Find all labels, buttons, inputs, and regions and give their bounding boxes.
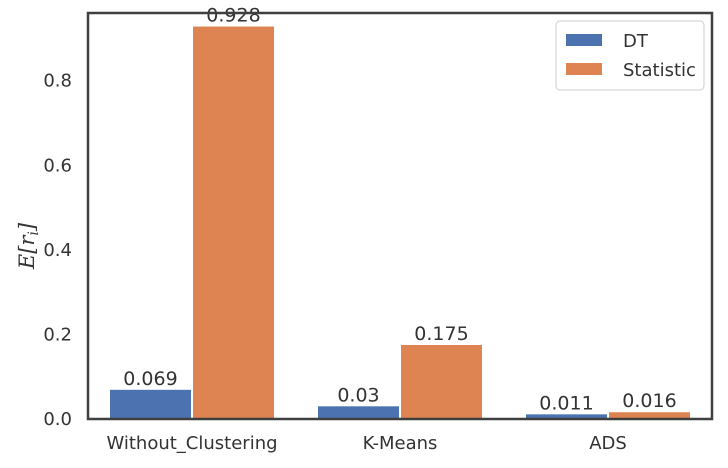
bar-value-label: 0.175 xyxy=(414,323,468,345)
x-tick-label: K-Means xyxy=(363,433,438,454)
y-tick-label: 0.8 xyxy=(43,71,72,92)
bar-dt-k-means xyxy=(318,406,399,419)
y-tick-label: 0.6 xyxy=(43,155,72,176)
x-tick-label: ADS xyxy=(589,433,627,454)
legend-label-statistic: Statistic xyxy=(623,60,696,81)
bar-statistic-ads xyxy=(609,412,690,419)
legend-label-dt: DT xyxy=(623,31,649,52)
plot-frame xyxy=(86,11,714,421)
bar-statistic-without_clustering xyxy=(193,26,274,420)
bar-statistic-k-means xyxy=(401,344,482,419)
y-tick-label: 0.4 xyxy=(43,240,72,261)
bar-dt-without_clustering xyxy=(110,389,191,419)
bar-value-label: 0.928 xyxy=(206,5,260,27)
bar-value-label: 0.03 xyxy=(337,384,379,406)
bar-value-label: 0.016 xyxy=(622,390,676,412)
legend-swatch-dt xyxy=(566,34,602,46)
y-axis-title: E[ri] xyxy=(15,222,42,270)
y-tick-label: 0.2 xyxy=(43,324,72,345)
x-tick-label: Without_Clustering xyxy=(106,433,277,454)
data-labels-group: 0.069 0.928 0.03 0.175 0.011 0.016 xyxy=(123,5,676,415)
x-axis-tick-labels: Without_Clustering K-Means ADS xyxy=(106,433,626,454)
legend: DT Statistic xyxy=(555,20,705,91)
bar-value-label: 0.069 xyxy=(123,368,177,390)
y-axis-ticks: 0.0 0.2 0.4 0.6 0.8 xyxy=(43,71,72,430)
bar-value-label: 0.011 xyxy=(539,392,593,414)
bar-dt-ads xyxy=(526,414,607,419)
y-tick-label: 0.0 xyxy=(43,409,72,430)
legend-swatch-statistic xyxy=(566,63,602,75)
bars-group xyxy=(110,26,690,420)
